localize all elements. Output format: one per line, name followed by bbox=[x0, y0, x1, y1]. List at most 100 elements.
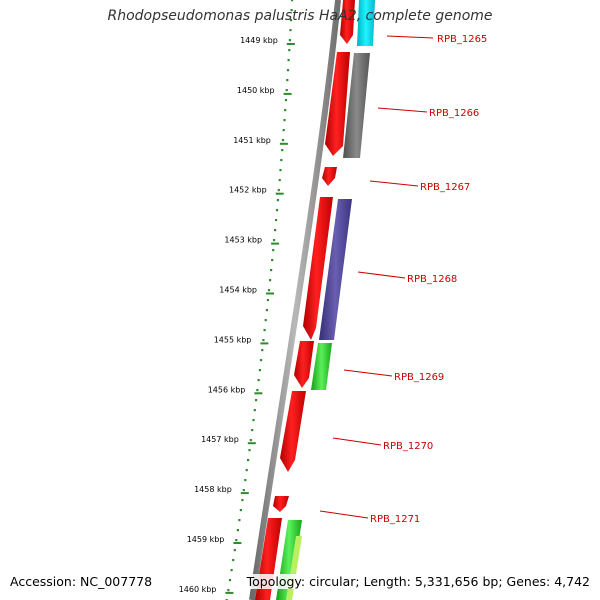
ruler-dot bbox=[261, 349, 264, 352]
ruler-dot bbox=[281, 149, 284, 152]
ruler-dot bbox=[227, 589, 230, 592]
cog-rpb-1265[interactable] bbox=[357, 0, 375, 46]
gene-features bbox=[255, 0, 375, 600]
ruler-dot bbox=[273, 239, 276, 242]
ruler-dot bbox=[239, 509, 242, 512]
ruler-dot bbox=[272, 249, 275, 252]
ruler-dot bbox=[275, 219, 278, 222]
gene-rpb-1270[interactable] bbox=[280, 391, 306, 472]
ruler-tick-label: 1455 kbp bbox=[214, 335, 252, 344]
ruler-dot bbox=[288, 39, 291, 42]
ruler-dot bbox=[286, 79, 289, 82]
cog-rpb-1269[interactable] bbox=[311, 343, 332, 390]
ruler-dot bbox=[284, 99, 288, 102]
ruler-dot bbox=[257, 379, 260, 382]
ruler-dot bbox=[287, 59, 290, 62]
ruler-dot bbox=[265, 309, 268, 312]
cds-small-feature[interactable] bbox=[273, 496, 289, 512]
ruler-dot bbox=[235, 539, 238, 542]
ruler-dot bbox=[252, 419, 255, 422]
cds-rpb-1270[interactable] bbox=[280, 391, 306, 472]
ruler-tick-label: 1460 kbp bbox=[179, 585, 217, 594]
gene-label-rpb-1267[interactable]: RPB_1267 bbox=[420, 182, 470, 193]
cds-rpb-1265[interactable] bbox=[340, 0, 355, 44]
cds-rpb-1269[interactable] bbox=[294, 341, 314, 388]
ruler-dot bbox=[271, 259, 274, 262]
ruler-dot bbox=[291, 0, 294, 2]
ruler-dot bbox=[262, 339, 265, 342]
gene-small-feature[interactable] bbox=[273, 496, 289, 512]
gene-label-rpb-1265[interactable]: RPB_1265 bbox=[437, 34, 487, 45]
ruler-tick-label: 1456 kbp bbox=[208, 385, 246, 394]
gene-rpb-1267[interactable] bbox=[322, 167, 337, 186]
cds-rpb-1268[interactable] bbox=[303, 197, 333, 340]
ruler-tick-label: 1457 kbp bbox=[201, 435, 239, 444]
cds-rpb-1267[interactable] bbox=[322, 167, 337, 186]
ruler-tick-label: 1454 kbp bbox=[219, 286, 257, 295]
ruler-dot bbox=[241, 499, 244, 502]
gene-rpb-1265[interactable] bbox=[340, 0, 375, 46]
ruler-dot bbox=[284, 109, 287, 112]
ruler-tick-label: 1449 kbp bbox=[240, 36, 278, 45]
genome-title: Rhodopseudomonas palustris HaA2, complet… bbox=[107, 8, 493, 24]
ruler-dot bbox=[258, 369, 261, 372]
ruler-dot bbox=[288, 49, 291, 52]
ruler-labels: 1449 kbp 1450 kbp 1451 kbp 1452 kbp 1453 kbp… bbox=[179, 36, 278, 594]
accession-text: Accession: NC_007778 bbox=[8, 574, 155, 589]
ruler-dot bbox=[232, 559, 235, 562]
ruler-dot bbox=[280, 159, 283, 162]
ruler-dot bbox=[282, 129, 285, 132]
ruler-dot bbox=[286, 69, 290, 72]
ruler-dot bbox=[264, 319, 267, 322]
ruler-dot bbox=[228, 579, 232, 582]
gene-label-leaders bbox=[319, 35, 434, 519]
gene-label-rpb-1270[interactable]: RPB_1270 bbox=[383, 441, 433, 452]
ruler-dot bbox=[244, 479, 247, 482]
gene-label-rpb-1271[interactable]: RPB_1271 bbox=[370, 514, 420, 525]
ruler-dot bbox=[283, 119, 286, 122]
cds-rpb-1266[interactable] bbox=[325, 52, 350, 156]
ruler-dot bbox=[245, 469, 248, 472]
gene-label-rpb-1268[interactable]: RPB_1268 bbox=[407, 274, 457, 285]
ruler-dot bbox=[260, 359, 263, 362]
gene-label-rpb-1269[interactable]: RPB_1269 bbox=[394, 372, 444, 383]
ruler-dot bbox=[269, 279, 272, 282]
ruler-dot bbox=[238, 519, 241, 522]
ruler-dot bbox=[249, 439, 252, 442]
genome-summary-text: Topology: circular; Length: 5,331,656 bp… bbox=[244, 574, 592, 589]
ruler-ticks bbox=[225, 43, 295, 594]
ruler-dot bbox=[277, 189, 280, 192]
cog-rpb-1268[interactable] bbox=[319, 199, 352, 340]
ruler-dot bbox=[279, 169, 282, 172]
genome-backbone bbox=[249, 0, 341, 600]
ruler-tick-label: 1453 kbp bbox=[224, 236, 262, 245]
ruler-tick-label: 1450 kbp bbox=[237, 86, 275, 95]
ruler-dot bbox=[255, 399, 258, 402]
gene-rpb-1266[interactable] bbox=[325, 52, 370, 158]
ruler-dot bbox=[281, 139, 285, 142]
ruler-dotted-line bbox=[225, 0, 294, 600]
gene-labels: RPB_1265 RPB_1266 RPB_1267 RPB_1268 RPB_… bbox=[370, 34, 487, 525]
ruler-dot bbox=[266, 299, 269, 302]
cog-rpb-1266[interactable] bbox=[343, 53, 370, 158]
gene-rpb-1269[interactable] bbox=[294, 341, 332, 390]
ruler-dot bbox=[289, 29, 292, 32]
ruler-tick-label: 1459 kbp bbox=[187, 535, 225, 544]
ruler-dot bbox=[290, 9, 293, 12]
ruler-dot bbox=[247, 459, 250, 462]
ruler-dot bbox=[267, 289, 271, 292]
ruler-dot bbox=[253, 409, 256, 412]
ruler-dot bbox=[285, 89, 288, 92]
ruler-tick-label: 1451 kbp bbox=[233, 136, 271, 145]
ruler-dot bbox=[289, 19, 293, 22]
ruler-dot bbox=[270, 269, 273, 272]
ruler-dot bbox=[274, 229, 277, 232]
ruler-dot bbox=[275, 209, 279, 212]
ruler-tick-label: 1458 kbp bbox=[194, 485, 232, 494]
ruler-dot bbox=[256, 389, 259, 392]
gene-label-rpb-1266[interactable]: RPB_1266 bbox=[429, 108, 479, 119]
ruler-dot bbox=[242, 489, 245, 492]
gene-rpb-1268[interactable] bbox=[303, 197, 352, 340]
